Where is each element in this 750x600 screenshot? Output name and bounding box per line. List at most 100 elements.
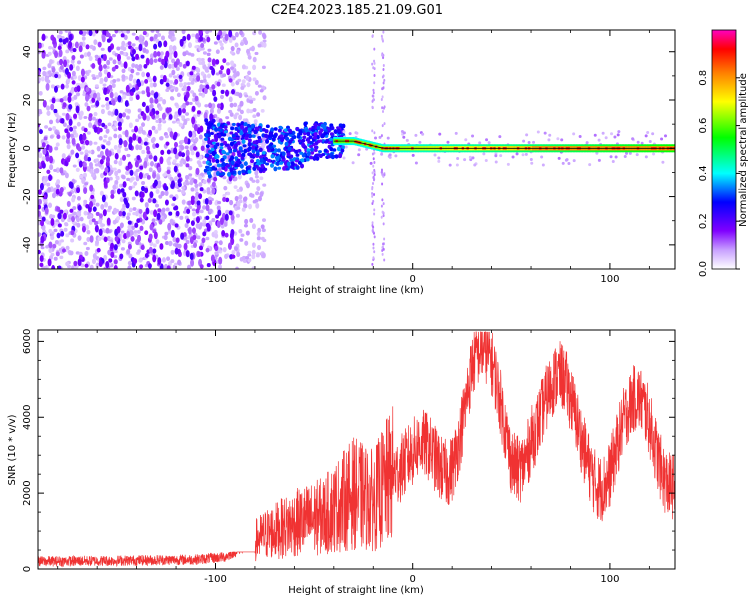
spectrum-blob bbox=[237, 174, 242, 180]
spectrum-blob bbox=[381, 106, 384, 110]
spectrum-blob bbox=[190, 220, 195, 227]
spectrum-blob bbox=[227, 242, 232, 250]
spectrum-blob bbox=[295, 165, 300, 170]
spectrum-blob bbox=[181, 152, 186, 158]
spectrum-blob bbox=[238, 114, 243, 121]
spectrum-blob bbox=[247, 257, 252, 263]
spectrum-blob bbox=[59, 98, 64, 103]
spectrum-blob bbox=[381, 245, 384, 249]
spectrum-blob bbox=[256, 231, 261, 237]
spectrum-blob bbox=[126, 177, 131, 182]
spectrum-blob bbox=[83, 115, 88, 120]
spectrum-blob bbox=[152, 243, 157, 248]
spectrum-blob bbox=[336, 146, 341, 152]
spectrum-blob bbox=[38, 129, 43, 135]
spectrum-blob bbox=[281, 151, 286, 157]
spectrum-blob bbox=[204, 197, 209, 205]
spectrum-blob bbox=[277, 128, 282, 133]
spectrum-blob bbox=[64, 128, 69, 134]
spectrum-blob bbox=[190, 195, 195, 201]
spectrum-blob bbox=[532, 140, 536, 144]
spectrum-blob bbox=[255, 202, 260, 209]
colorbar-tick-label: 0.8 bbox=[698, 70, 709, 86]
spectrum-blob bbox=[381, 109, 384, 113]
spectrum-blob bbox=[275, 161, 280, 166]
spectrum-blob bbox=[254, 79, 259, 86]
spectrum-blob bbox=[280, 137, 285, 143]
spectrum-blob bbox=[373, 208, 376, 212]
spectrum-blob bbox=[308, 155, 313, 160]
spectrum-blob bbox=[91, 172, 96, 178]
spectrum-blob bbox=[226, 121, 231, 126]
spectrum-blob bbox=[213, 96, 218, 102]
spectrum-blob bbox=[205, 247, 210, 253]
spectrum-blob bbox=[167, 222, 172, 231]
spectrum-blob bbox=[205, 236, 210, 241]
spectrum-blob bbox=[188, 205, 193, 210]
spectrum-blob bbox=[209, 113, 214, 121]
spectrum-blob bbox=[119, 196, 124, 203]
spectrum-blob bbox=[79, 133, 84, 142]
spectrum-blob bbox=[227, 136, 232, 142]
spectrum-blob bbox=[74, 102, 79, 106]
spectrum-blob bbox=[48, 127, 53, 132]
spectrum-blob bbox=[372, 242, 375, 246]
spectrum-blob bbox=[42, 194, 47, 200]
spectrum-blob bbox=[61, 135, 66, 140]
spectrum-blob bbox=[68, 118, 73, 126]
spectrum-blob bbox=[227, 145, 232, 151]
spectrum-blob bbox=[220, 89, 225, 94]
spectrum-blob bbox=[89, 184, 94, 192]
spectrum-blob bbox=[103, 68, 108, 75]
spectrum-blob bbox=[585, 141, 589, 145]
spectrum-blob bbox=[157, 57, 162, 63]
spectrum-blob bbox=[133, 258, 138, 265]
spectrum-blob bbox=[239, 124, 244, 130]
spectrum-blob bbox=[189, 252, 194, 261]
spectrum-blob bbox=[214, 126, 219, 132]
spectrum-blob bbox=[241, 255, 246, 260]
spectrum-blob bbox=[231, 133, 236, 138]
spectrum-blob bbox=[167, 127, 172, 132]
spectrum-blob bbox=[121, 40, 126, 47]
spectrum-blob bbox=[103, 180, 108, 188]
spectrum-blob bbox=[186, 33, 191, 41]
spectrum-blob bbox=[38, 108, 42, 113]
spectrum-blob bbox=[86, 229, 91, 235]
spectrum-blob bbox=[241, 134, 246, 139]
spectrum-blob bbox=[202, 78, 207, 83]
spectrum-blob bbox=[190, 259, 195, 267]
x-tick-label: 0 bbox=[410, 274, 416, 285]
spectrum-blob bbox=[251, 145, 256, 150]
spectrum-blob bbox=[226, 132, 231, 137]
spectrum-blob bbox=[357, 148, 361, 152]
spectrum-blob bbox=[660, 137, 664, 141]
spectrum-blob bbox=[380, 204, 383, 208]
spectrum-blob bbox=[167, 161, 172, 166]
spectrum-blob bbox=[73, 113, 78, 119]
spectrum-blob bbox=[116, 216, 121, 221]
spectrum-blob bbox=[172, 159, 177, 164]
spectrum-blob bbox=[164, 231, 169, 236]
spectrum-blob bbox=[248, 95, 253, 100]
spectrum-blob bbox=[124, 147, 129, 152]
spectrum-blob bbox=[109, 91, 114, 99]
spectrum-blob bbox=[233, 176, 238, 182]
spectrum-blob bbox=[94, 54, 99, 59]
spectrum-blob bbox=[97, 236, 102, 241]
spectrum-blob bbox=[76, 187, 81, 194]
spectrum-blob bbox=[142, 113, 147, 121]
spectrum-blob bbox=[138, 126, 143, 131]
spectrum-blob bbox=[182, 63, 187, 69]
spectrum-blob bbox=[197, 251, 202, 257]
spectrum-blob bbox=[224, 232, 229, 238]
spectrum-blob bbox=[260, 236, 265, 241]
spectrum-blob bbox=[134, 46, 139, 51]
spectrum-blob bbox=[230, 126, 235, 131]
spectrum-blob bbox=[161, 207, 166, 213]
spectrum-blob bbox=[254, 169, 259, 176]
spectrum-blob bbox=[86, 51, 91, 57]
spectrum-blob bbox=[521, 153, 525, 157]
spectrum-blob bbox=[197, 57, 202, 63]
spectrum-blob bbox=[261, 252, 266, 259]
